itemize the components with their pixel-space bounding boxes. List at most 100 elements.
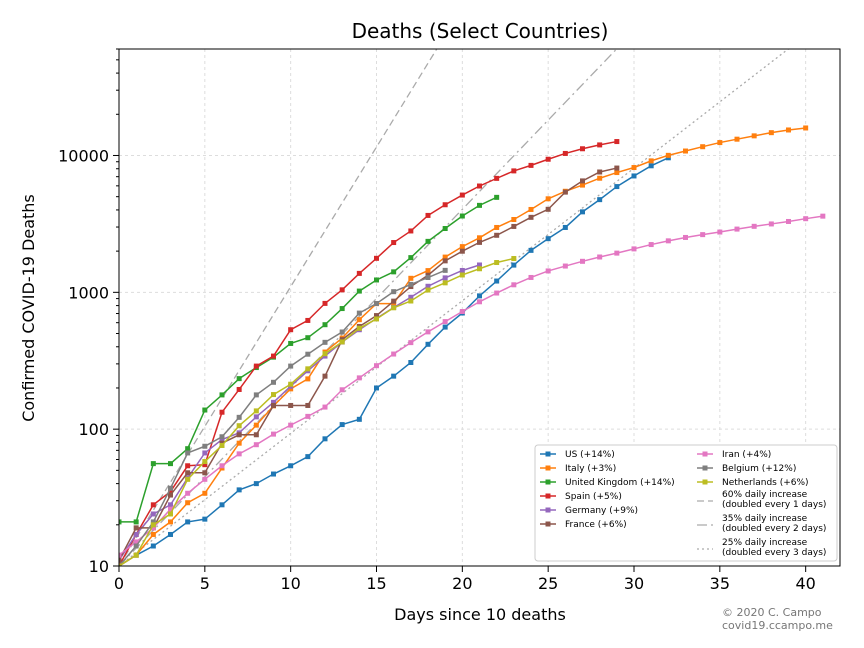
data-point [305, 335, 311, 341]
data-point [442, 254, 448, 260]
data-point [545, 196, 551, 202]
data-point [168, 485, 173, 491]
data-point [459, 244, 465, 250]
data-point [253, 432, 259, 438]
data-point [374, 301, 379, 307]
data-point [614, 250, 620, 256]
data-point [236, 440, 242, 446]
x-tick-label: 35 [710, 574, 730, 593]
data-point [477, 183, 482, 189]
data-point [271, 431, 276, 437]
data-point [185, 500, 191, 506]
data-point [288, 340, 294, 346]
data-point [442, 324, 448, 330]
data-point [305, 454, 311, 460]
data-point [580, 146, 585, 152]
data-point [425, 238, 431, 244]
data-point [253, 481, 259, 487]
data-point [425, 341, 431, 347]
legend: US (+14%) Italy (+3%) United Kingdom (+14%… [534, 444, 838, 562]
series-group [119, 125, 826, 566]
data-point [683, 148, 688, 154]
data-point [614, 139, 620, 145]
data-point [168, 502, 173, 508]
data-point [322, 300, 328, 306]
data-point [648, 158, 654, 164]
series-line [119, 167, 618, 561]
data-point [648, 242, 654, 248]
data-point [391, 351, 397, 357]
data-point [288, 363, 294, 369]
x-tick-label: 15 [366, 574, 386, 593]
data-point [322, 436, 328, 442]
data-point [580, 178, 585, 184]
data-point [305, 402, 311, 408]
data-point [133, 543, 139, 549]
data-point [494, 260, 500, 266]
data-point [305, 376, 311, 382]
data-point [700, 144, 706, 150]
data-point [202, 443, 208, 449]
legend-marker [545, 507, 551, 513]
y-tick-label: 1000 [68, 283, 109, 302]
data-point [477, 239, 482, 245]
data-point [219, 463, 225, 469]
data-point [442, 319, 448, 325]
data-point [408, 255, 414, 261]
data-point [150, 461, 156, 467]
data-point [271, 392, 276, 398]
data-point [253, 363, 259, 369]
data-point [545, 236, 551, 242]
data-point [631, 246, 637, 252]
data-point [597, 175, 603, 181]
data-point [236, 451, 242, 457]
data-point [219, 392, 225, 398]
data-point [322, 373, 328, 379]
data-point [751, 223, 757, 229]
data-point [786, 127, 791, 133]
data-point [580, 258, 585, 264]
data-point [391, 373, 397, 379]
data-point [597, 197, 603, 203]
data-point [528, 247, 534, 253]
data-point [288, 463, 294, 469]
data-point [477, 262, 482, 268]
data-point [150, 543, 156, 549]
data-point [236, 487, 242, 493]
data-point [356, 288, 362, 294]
data-point [202, 462, 208, 468]
data-point [391, 298, 397, 304]
data-point [665, 152, 671, 158]
data-point [168, 489, 173, 495]
legend-label: Italy (+3%) [565, 464, 616, 474]
x-tick-label: 40 [795, 574, 815, 593]
data-point [150, 531, 156, 537]
data-point [168, 492, 173, 498]
data-point [494, 278, 500, 284]
data-point [820, 213, 826, 219]
y-tick-label: 10 [89, 557, 109, 576]
data-point [425, 287, 431, 293]
data-point [119, 519, 122, 525]
data-point [477, 299, 482, 305]
data-point [202, 450, 208, 456]
data-point [408, 275, 414, 281]
x-axis-label: Days since 10 deaths [394, 605, 566, 624]
data-point [150, 519, 156, 525]
data-point [288, 381, 294, 387]
data-point [253, 422, 259, 428]
legend-marker [545, 521, 551, 527]
data-point [322, 351, 328, 357]
data-point [374, 277, 379, 283]
data-point [528, 162, 534, 168]
data-point [751, 133, 757, 139]
data-point [511, 223, 517, 229]
data-point [133, 531, 139, 537]
data-point [459, 213, 465, 219]
data-point [374, 316, 379, 322]
data-point [288, 386, 294, 392]
legend-label: Iran (+4%) [722, 450, 771, 460]
data-point [597, 142, 603, 148]
data-point [528, 206, 534, 212]
data-point [511, 262, 517, 268]
